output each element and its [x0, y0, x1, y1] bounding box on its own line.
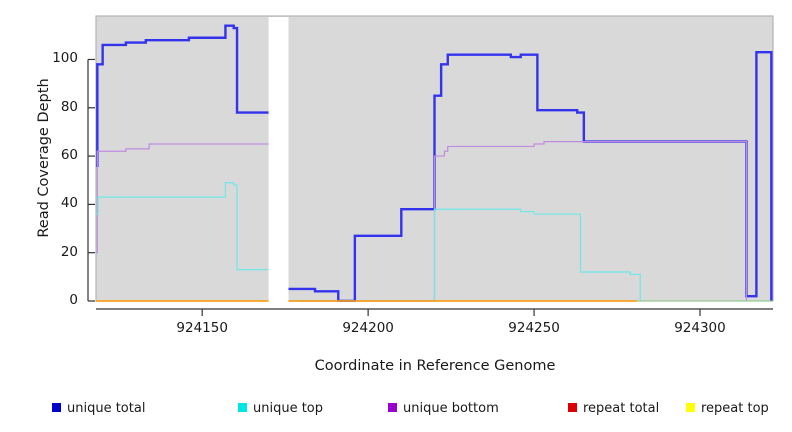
data-gap-band [268, 17, 289, 302]
legend-label: repeat top [701, 401, 769, 416]
legend-item-unique-bottom[interactable]: unique bottom [388, 398, 499, 416]
x-tick-label: 924200 [342, 320, 394, 336]
y-tick-label: 20 [60, 243, 78, 260]
legend-item-repeat-top[interactable]: repeat top [686, 398, 769, 416]
legend-label: unique bottom [403, 401, 499, 416]
legend-label: unique top [253, 401, 324, 416]
legend-swatch-icon [388, 403, 397, 412]
x-tick-label: 924250 [508, 320, 560, 336]
legend-item-repeat-total[interactable]: repeat total [568, 398, 659, 416]
y-tick-label: 60 [60, 147, 78, 164]
legend-item-unique-total[interactable]: unique total [52, 398, 145, 416]
chart-legend: unique total unique top unique bottom repea… [0, 398, 792, 420]
legend-label: repeat total [583, 401, 660, 416]
y-tick-label: 0 [69, 292, 78, 308]
legend-swatch-icon [568, 403, 577, 412]
x-tick-label: 924300 [674, 320, 726, 336]
y-tick-label: 100 [52, 50, 78, 67]
y-tick-label: 40 [60, 195, 78, 212]
x-axis-title: Coordinate in Reference Genome [314, 358, 556, 374]
legend-swatch-icon [52, 403, 61, 412]
legend-label: unique total [67, 401, 146, 416]
x-tick-label: 924150 [176, 320, 228, 336]
legend-item-unique-top[interactable]: unique top [238, 398, 323, 416]
legend-swatch-icon [238, 403, 247, 412]
legend-swatch-icon [686, 403, 695, 412]
y-tick-label: 80 [60, 98, 78, 115]
